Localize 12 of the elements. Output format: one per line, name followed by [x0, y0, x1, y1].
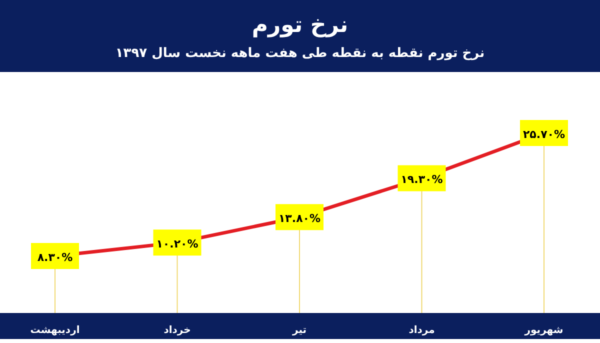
subtitle: نرخ تورم نقطه به نقطه طی هفت ماهه نخست سال ۱۳۹۷ — [115, 46, 485, 61]
data-label: ۱۳.۸۰% — [278, 212, 321, 226]
x-tick-label: اردیبهشت — [30, 325, 80, 336]
x-tick-label: شهریور — [524, 325, 564, 336]
title: نرخ تورم — [252, 13, 348, 38]
data-label: ۸.۳۰% — [37, 251, 73, 264]
x-tick-label: مرداد — [408, 325, 435, 336]
data-label: ۱۰.۲۰% — [156, 238, 198, 251]
data-label: ۱۹.۳۰% — [400, 173, 443, 186]
x-tick-label: خرداد — [164, 325, 191, 336]
x-tick-label: تیر — [292, 325, 307, 336]
data-label: ۲۵.۷۰% — [522, 128, 566, 141]
